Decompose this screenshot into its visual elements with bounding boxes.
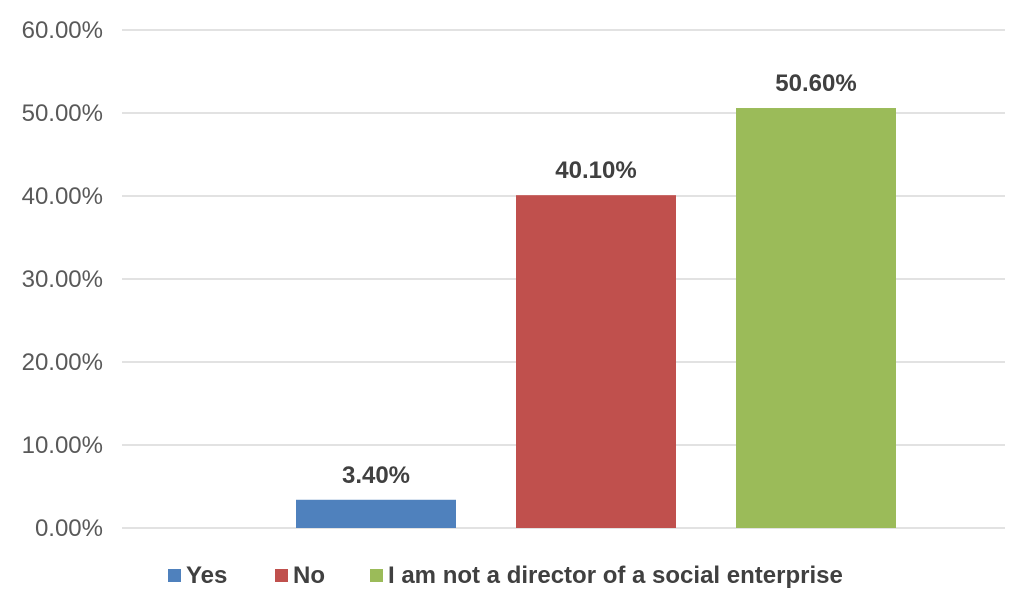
bars [296,108,896,529]
y-tick-label-4: 40.00% [22,183,103,210]
legend-label-2: I am not a director of a social enterpri… [388,562,843,589]
bar-0 [296,499,456,528]
legend-label-0: Yes [186,562,227,589]
y-axis-tick-labels: 0.00% 10.00% 20.00% 30.00% 40.00% 50.00% 60.00… [22,17,103,542]
data-label-0: 3.40% [342,462,410,489]
bar-1 [516,195,676,529]
y-tick-label-1: 10.00% [22,432,103,459]
legend-swatch-0 [168,569,181,582]
bar-2 [736,108,896,529]
data-label-2: 50.60% [775,70,856,97]
legend: Yes No I am not a director of a social ent… [168,562,843,589]
y-tick-label-0: 0.00% [35,515,103,542]
y-tick-label-5: 50.00% [22,100,103,127]
data-labels: 3.40% 40.10% 50.60% [342,70,857,489]
y-tick-label-2: 20.00% [22,349,103,376]
y-tick-label-3: 30.00% [22,266,103,293]
legend-swatch-2 [370,569,383,582]
legend-swatch-1 [275,569,288,582]
data-label-1: 40.10% [555,157,636,184]
legend-label-1: No [293,562,325,589]
y-tick-label-6: 60.00% [22,17,103,44]
